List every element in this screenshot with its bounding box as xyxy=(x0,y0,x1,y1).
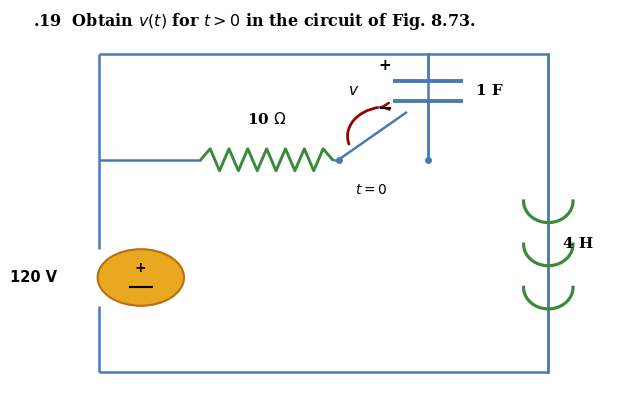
Text: 10 $\Omega$: 10 $\Omega$ xyxy=(247,111,287,127)
Text: $v$: $v$ xyxy=(348,84,359,98)
Text: .19  Obtain $v(t)$ for $t > 0$ in the circuit of Fig. 8.73.: .19 Obtain $v(t)$ for $t > 0$ in the cir… xyxy=(33,11,476,31)
Text: −: − xyxy=(377,100,392,118)
Text: 1 F: 1 F xyxy=(477,84,503,98)
Text: +: + xyxy=(378,58,391,73)
Text: 4 H: 4 H xyxy=(563,237,594,251)
Text: $t = 0$: $t = 0$ xyxy=(355,183,388,197)
Circle shape xyxy=(98,249,184,306)
Text: +: + xyxy=(135,261,146,275)
Text: 120 V: 120 V xyxy=(10,270,57,285)
